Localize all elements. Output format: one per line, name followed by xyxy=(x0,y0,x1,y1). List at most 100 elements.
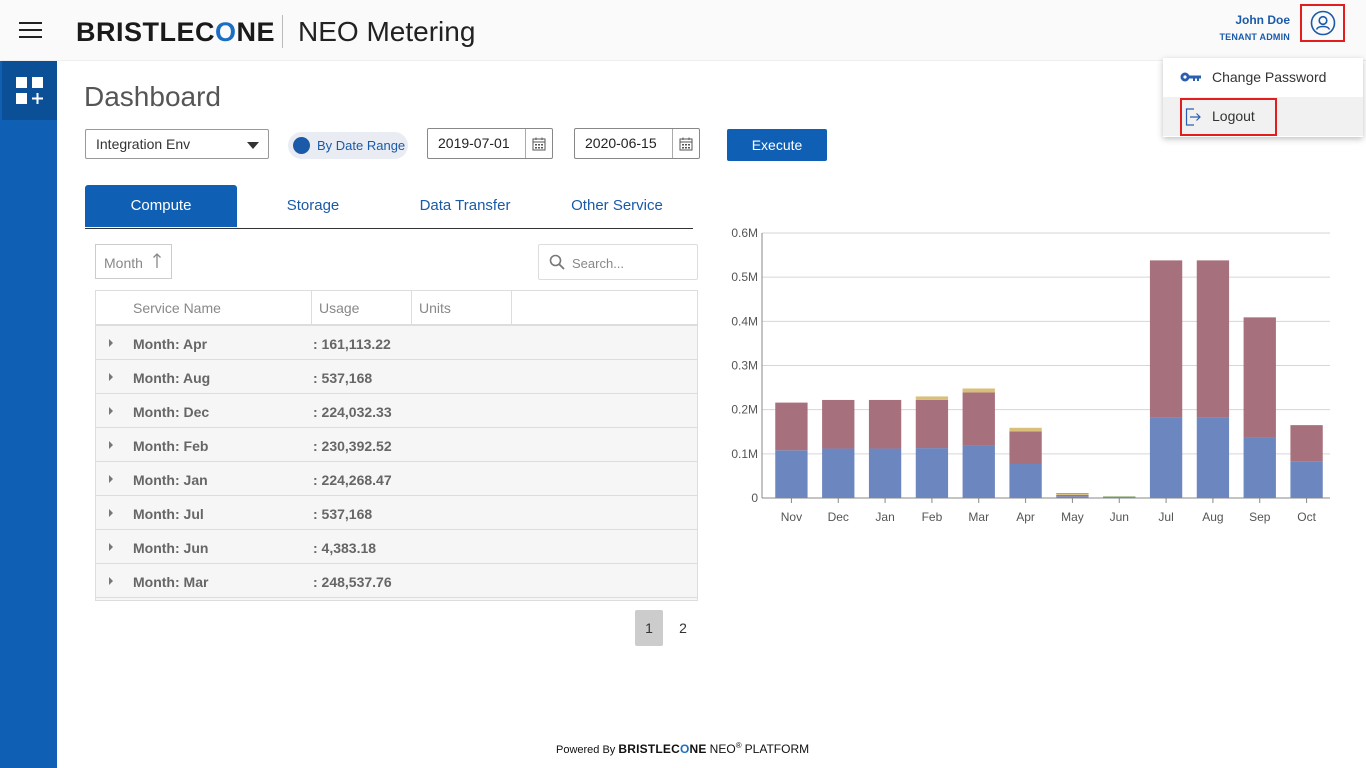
expand-row-icon[interactable] xyxy=(109,441,113,449)
end-date-input[interactable]: 2020-06-15 xyxy=(574,128,700,159)
table-row[interactable]: Month: Dec: 224,032.33 xyxy=(96,394,697,428)
powered-by-label: Powered By xyxy=(556,744,616,756)
expand-row-icon[interactable] xyxy=(109,339,113,347)
sidebar xyxy=(0,61,57,768)
tab-other-service[interactable]: Other Service xyxy=(571,197,663,214)
end-date-value: 2020-06-15 xyxy=(585,135,657,151)
row-group-name: Month: Aug xyxy=(133,370,211,386)
x-tick-label: Nov xyxy=(781,510,802,524)
table-row[interactable]: Month: Feb: 230,392.52 xyxy=(96,428,697,462)
bar-segment xyxy=(1103,497,1136,499)
search-input[interactable] xyxy=(572,253,692,273)
bar-segment xyxy=(1290,425,1323,462)
usage-bar-chart: 0 0.1M 0.2M 0.3M 0.4M 0.5M 0.6M Nov Dec Jan Feb Mar… xyxy=(731,226,1330,524)
table-row[interactable]: Month: Mar: 248,537.76 xyxy=(96,564,697,598)
bar-segment xyxy=(915,448,949,498)
hamburger-menu-icon[interactable] xyxy=(19,22,42,39)
toggle-knob xyxy=(293,137,310,154)
tab-storage[interactable]: Storage xyxy=(286,197,340,214)
bar-segment xyxy=(822,448,855,498)
x-tick-label: Jun xyxy=(1110,510,1129,524)
page-title: Dashboard xyxy=(84,81,221,112)
header-divider xyxy=(282,15,283,48)
x-tick-label: Sep xyxy=(1249,510,1271,524)
bar-segment xyxy=(1056,493,1089,494)
row-group-usage: : 537,168 xyxy=(313,370,373,386)
bar-segment xyxy=(1103,496,1136,498)
table-row[interactable]: Month: Jun : 4,383.18 xyxy=(96,530,697,564)
row-group-name: Month: Mar xyxy=(133,574,209,590)
tab-compute[interactable]: Compute xyxy=(85,185,237,227)
column-header-usage[interactable]: Usage xyxy=(312,291,412,324)
x-tick-label: May xyxy=(1061,510,1084,524)
row-group-usage: : 4,383.18 xyxy=(313,540,377,556)
page-1-button[interactable]: 1 xyxy=(635,610,663,646)
expand-row-icon[interactable] xyxy=(109,407,113,415)
bar-segment xyxy=(1009,427,1042,432)
bar-segment xyxy=(962,392,995,446)
table-row[interactable]: Month: Apr: 161,113.22 xyxy=(96,326,697,360)
start-date-input[interactable]: 2019-07-01 xyxy=(427,128,553,159)
column-header-units[interactable]: Units xyxy=(412,291,512,324)
x-tick-label: Mar xyxy=(968,510,989,524)
group-by-month-chip[interactable]: Month xyxy=(95,244,172,279)
row-group-name: Month: Jan xyxy=(133,472,208,488)
y-tick-label: 0.6M xyxy=(731,226,758,240)
start-date-value: 2019-07-01 xyxy=(438,135,510,151)
dashboard-nav-button[interactable] xyxy=(2,61,57,120)
y-tick-label: 0 xyxy=(751,491,758,505)
bristlecone-logo: BRISTLECONE xyxy=(76,17,276,47)
row-group-name: Month: Jun xyxy=(133,540,209,556)
environment-select[interactable]: Integration Env xyxy=(85,129,269,159)
x-tick-label: Jan xyxy=(875,510,894,524)
logout-icon xyxy=(1185,108,1201,126)
expand-row-icon[interactable] xyxy=(109,475,113,483)
bar-segment xyxy=(915,399,949,449)
bar-segment xyxy=(1243,317,1276,438)
app-header: BRISTLECONE NEO Metering John Doe TENANT… xyxy=(0,0,1366,61)
row-group-usage: : 230,392.52 xyxy=(313,438,392,454)
tab-data-transfer[interactable]: Data Transfer xyxy=(419,197,511,214)
calendar-icon[interactable] xyxy=(672,129,699,158)
y-tick-label: 0.2M xyxy=(731,403,758,417)
usage-grid: Service Name Usage Units Month: Apr: 161… xyxy=(95,290,698,601)
table-row[interactable]: Month: Jan : 224,268.47 xyxy=(96,462,697,496)
row-group-usage: : 537,168 xyxy=(313,506,373,522)
date-range-toggle[interactable]: By Date Range xyxy=(288,132,408,159)
grid-search xyxy=(538,244,698,280)
expand-row-icon[interactable] xyxy=(109,577,113,585)
table-row[interactable]: Month: Aug : 537,168 xyxy=(96,360,697,394)
bar-segment xyxy=(1009,431,1042,464)
row-group-name: Month: Apr xyxy=(133,336,208,352)
date-range-toggle-label: By Date Range xyxy=(317,138,406,153)
bar-segment xyxy=(1196,417,1230,498)
column-header-service-name[interactable]: Service Name xyxy=(126,291,312,324)
page-2-button[interactable]: 2 xyxy=(679,620,687,636)
x-tick-label: Apr xyxy=(1016,510,1035,524)
bar-segment xyxy=(775,402,808,451)
logout-label: Logout xyxy=(1212,108,1255,124)
row-group-usage: : 224,268.47 xyxy=(313,472,392,488)
expand-row-icon[interactable] xyxy=(109,509,113,517)
user-role: TENANT ADMIN xyxy=(1219,32,1290,42)
expand-row-icon[interactable] xyxy=(109,543,113,551)
change-password-menu-item[interactable]: Change Password xyxy=(1163,58,1363,97)
dashboard-add-icon xyxy=(15,76,43,104)
footer: Powered By BRISTLECONE NEO® PLATFORM xyxy=(556,741,809,756)
x-tick-label: Jul xyxy=(1158,510,1173,524)
logout-menu-item[interactable]: Logout xyxy=(1163,97,1363,136)
footer-brand-logo: BRISTLECONE xyxy=(618,742,707,756)
row-group-name: Month: Dec xyxy=(133,404,210,420)
table-row[interactable]: Month: Jul: 537,168 xyxy=(96,496,697,530)
app-title: NEO Metering xyxy=(298,16,476,47)
change-password-label: Change Password xyxy=(1212,69,1327,85)
user-circle-icon xyxy=(1310,10,1335,36)
expand-row-icon[interactable] xyxy=(109,373,113,381)
execute-button[interactable]: Execute xyxy=(727,129,827,161)
user-profile-button[interactable] xyxy=(1300,4,1345,42)
bar-segment xyxy=(1196,260,1230,418)
calendar-icon[interactable] xyxy=(525,129,552,158)
user-dropdown-menu: Change Password Logout xyxy=(1163,58,1363,137)
sort-ascending-icon[interactable] xyxy=(152,252,162,270)
bar-segment xyxy=(1009,463,1042,498)
